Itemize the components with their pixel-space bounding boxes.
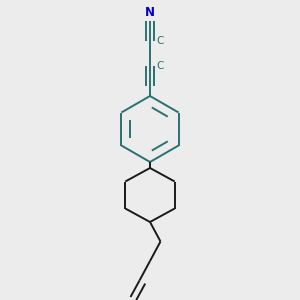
Text: N: N [145,7,155,20]
Text: C: C [157,61,164,71]
Text: C: C [157,35,164,46]
